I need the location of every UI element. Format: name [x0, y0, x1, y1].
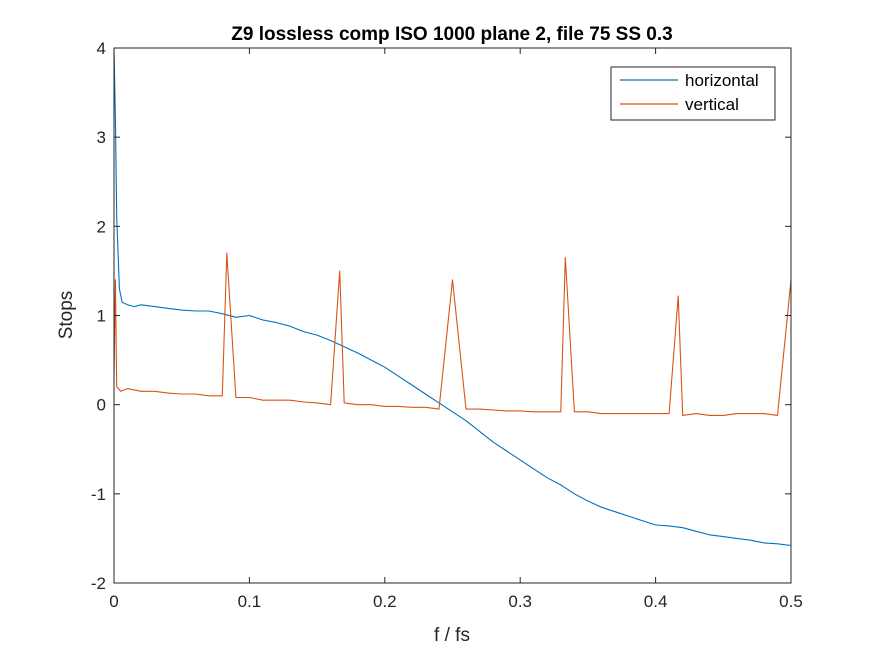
x-tick-label: 0.3 — [508, 592, 532, 611]
y-tick-label: -1 — [91, 485, 106, 504]
tick-layer: 0 0.1 0.2 0.3 0.4 0.5 -2 -1 0 1 2 3 4 — [91, 39, 803, 611]
x-tick-label: 0.1 — [238, 592, 262, 611]
y-tick-label: 3 — [97, 128, 106, 147]
chart-title: Z9 lossless comp ISO 1000 plane 2, file … — [231, 24, 672, 45]
series-line-horizontal — [113, 47, 792, 547]
y-tick-label: 1 — [97, 307, 106, 326]
x-tick-label: 0.5 — [779, 592, 803, 611]
x-tick-label: 0.2 — [373, 592, 397, 611]
legend-label-vertical: vertical — [685, 95, 739, 114]
y-tick-label: 0 — [97, 396, 106, 415]
x-tick-label: 0 — [109, 592, 118, 611]
legend: horizontal vertical — [610, 66, 776, 121]
series-line-vertical — [113, 252, 792, 416]
y-tick-label: 4 — [97, 39, 106, 58]
x-tick-label: 0.4 — [644, 592, 668, 611]
series-layer — [113, 47, 792, 547]
plot-background — [114, 48, 791, 583]
y-axis-label: Stops — [56, 291, 77, 340]
legend-label-horizontal: horizontal — [685, 71, 759, 90]
legend-box — [610, 66, 776, 121]
y-tick-label: 2 — [97, 217, 106, 236]
y-tick-label: -2 — [91, 574, 106, 593]
x-axis-label: f / fs — [434, 625, 470, 646]
